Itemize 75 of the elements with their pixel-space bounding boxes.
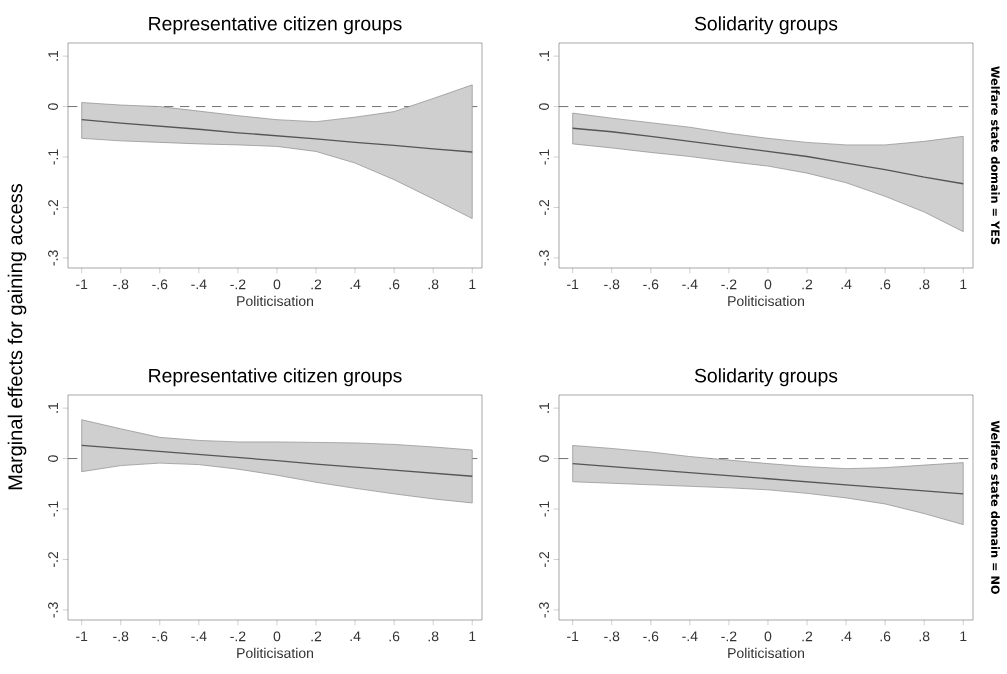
y-tick-label: 0	[48, 103, 58, 110]
x-tick-label: -.4	[682, 631, 698, 641]
y-tick-label: -.2	[48, 552, 58, 567]
x-tick-label: -1	[76, 631, 88, 641]
x-tick-label: .8	[919, 631, 930, 642]
x-tick-label: 0	[273, 631, 281, 642]
y-tick-label: -.2	[539, 200, 549, 215]
x-tick-label: -.4	[191, 279, 207, 289]
x-tick-label: 1	[960, 631, 967, 641]
y-tick-label: -.3	[48, 250, 58, 266]
x-tick-label: -1	[76, 279, 88, 289]
x-tick-label: -.8	[113, 631, 129, 642]
y-tick-label: -.3	[48, 602, 58, 618]
y-tick-label: -.1	[48, 149, 58, 165]
y-tick-label: .1	[48, 50, 58, 61]
x-tick-label: -.8	[113, 279, 129, 290]
x-tick-label: .2	[311, 631, 322, 642]
x-tick-label: .2	[311, 279, 322, 290]
x-tick-label: .4	[350, 279, 361, 289]
y-tick-label: .1	[539, 50, 549, 61]
x-axis-title: Politicisation	[728, 295, 804, 307]
chart-title: Representative citizen groups	[149, 16, 402, 35]
x-tick-label: -.2	[721, 279, 737, 290]
x-tick-label: .8	[919, 279, 930, 290]
x-tick-label: -1	[567, 631, 579, 641]
x-tick-label: .4	[841, 631, 852, 641]
x-tick-label: -.8	[604, 279, 620, 290]
y-tick-label: -.1	[539, 149, 549, 165]
x-tick-label: -.6	[152, 631, 168, 642]
x-tick-label: .8	[428, 279, 439, 290]
text: Welfare state domain = YES	[991, 66, 1000, 245]
text: Welfare state domain = NO	[991, 420, 1000, 594]
x-tick-label: 1	[469, 279, 476, 289]
x-tick-label: 0	[764, 631, 772, 642]
x-tick-label: .6	[389, 631, 400, 642]
y-tick-label: 0	[539, 103, 549, 110]
x-tick-label: .4	[350, 631, 361, 641]
y-axis-title: Marginal effects for gaining access	[7, 184, 27, 490]
chart-title: Representative citizen groups	[149, 368, 402, 387]
x-axis-title: Politicisation	[237, 295, 313, 307]
y-tick-label: -.1	[539, 501, 549, 517]
x-axis-title: Politicisation	[728, 647, 804, 659]
x-tick-label: .6	[880, 279, 891, 290]
y-tick-label: -.3	[539, 602, 549, 618]
x-tick-label: -.2	[721, 631, 737, 642]
x-tick-label: -.4	[191, 631, 207, 641]
x-tick-label: .6	[880, 631, 891, 642]
y-tick-label: -.2	[48, 200, 58, 215]
x-tick-label: 0	[764, 279, 772, 290]
x-tick-label: 1	[469, 631, 476, 641]
x-tick-label: .8	[428, 631, 439, 642]
x-tick-label: .2	[802, 631, 813, 642]
x-tick-label: -.6	[643, 631, 659, 642]
x-tick-label: -.2	[230, 631, 246, 642]
x-tick-label: -.4	[682, 279, 698, 289]
x-tick-label: 0	[273, 279, 281, 290]
x-tick-label: -1	[567, 279, 579, 289]
y-tick-label: -.1	[48, 501, 58, 517]
y-tick-label: .1	[539, 402, 549, 413]
y-tick-label: -.3	[539, 250, 549, 266]
x-tick-label: -.2	[230, 279, 246, 290]
y-tick-label: .1	[48, 402, 58, 413]
x-tick-label: -.8	[604, 631, 620, 642]
x-tick-label: .2	[802, 279, 813, 290]
chart-title: Solidarity groups	[694, 368, 838, 387]
x-axis-title: Politicisation	[237, 647, 313, 659]
y-tick-label: -.2	[539, 552, 549, 567]
x-tick-label: 1	[960, 279, 967, 289]
y-tick-label: 0	[48, 455, 58, 462]
x-tick-label: .6	[389, 279, 400, 290]
x-tick-label: .4	[841, 279, 852, 289]
x-tick-label: -.6	[643, 279, 659, 290]
x-tick-label: -.6	[152, 279, 168, 290]
y-tick-label: 0	[539, 455, 549, 462]
chart-title: Solidarity groups	[694, 16, 838, 35]
